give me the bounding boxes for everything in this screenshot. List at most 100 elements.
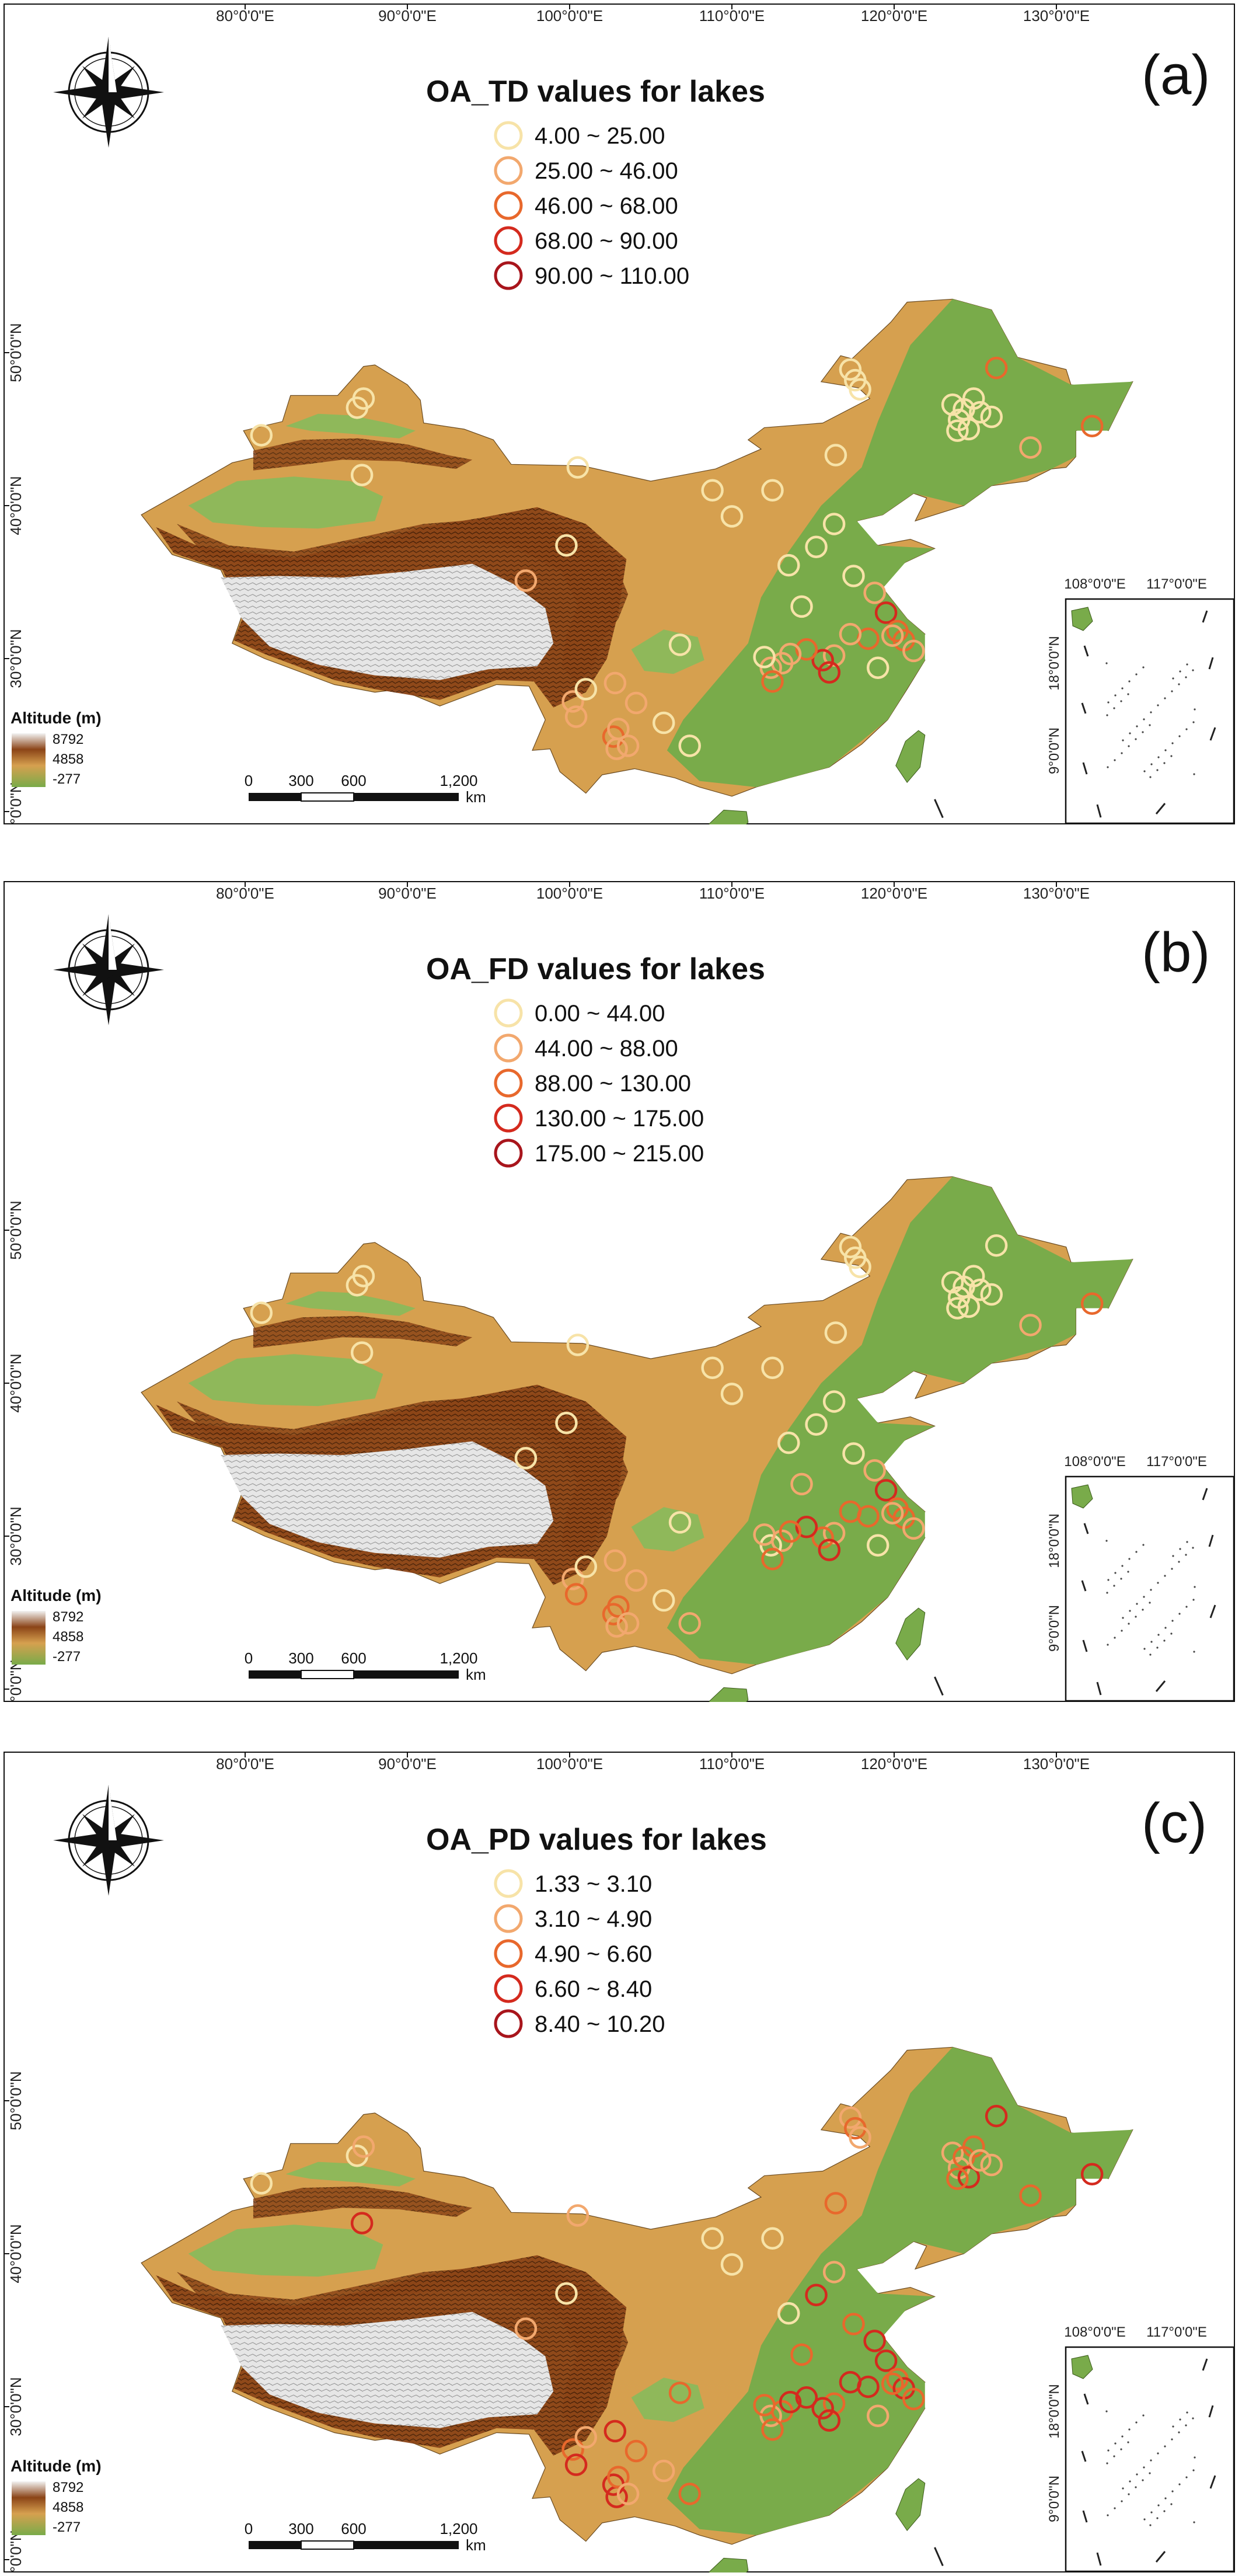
- inset-hainan: [1071, 607, 1093, 631]
- lake-marker: [779, 2390, 802, 2414]
- lake-marker: [352, 387, 375, 410]
- lake-marker: [753, 2394, 776, 2417]
- inset-island: [1143, 1596, 1145, 1598]
- inset-island: [1142, 1544, 1145, 1546]
- legend-swatch: [494, 998, 523, 1028]
- legend-class-label: 46.00 ~ 68.00: [535, 193, 678, 219]
- inset-island: [1142, 2479, 1144, 2481]
- mountain-ridge: [177, 1394, 629, 1562]
- inset-longitude-label: 108°0'0"E: [1064, 576, 1125, 592]
- inset-island: [1107, 2449, 1110, 2452]
- inset-island: [1192, 1599, 1195, 1601]
- inset-island: [1178, 2431, 1180, 2434]
- inset-island: [1114, 759, 1116, 761]
- inset-island: [1135, 2421, 1138, 2424]
- lake-marker: [946, 2167, 969, 2190]
- lake-marker: [753, 1523, 776, 1546]
- scale-tick-label: 0: [245, 2520, 253, 2537]
- lake-marker: [874, 1479, 898, 1502]
- lake-marker: [701, 1356, 724, 1380]
- inset-island: [1128, 680, 1131, 683]
- legend-swatch: [494, 1904, 523, 1933]
- longitude-label: 120°0'0"E: [861, 7, 927, 25]
- altitude-legend: Altitude (m) 8792 4858 -277: [11, 2457, 102, 2535]
- lake-marker: [824, 2192, 847, 2215]
- inset-island: [1172, 677, 1174, 680]
- china-terrain: [141, 1176, 1133, 1702]
- lake-marker: [759, 656, 782, 679]
- legend-title: OA_PD values for lakes: [426, 1823, 767, 1857]
- altitude-legend: Altitude (m) 8792 4858 -277: [11, 1586, 102, 1665]
- inset-boundary-dash: [1096, 2552, 1102, 2566]
- legend-swatch: [494, 1974, 523, 2003]
- lake-marker: [625, 2439, 648, 2463]
- inset-island: [1150, 763, 1153, 765]
- map-canvas: 80°0'0"E 90°0'0"E 100°0'0"E 110°0'0"E 120°0'…: [4, 4, 1235, 824]
- inset-island: [1163, 2510, 1166, 2512]
- inset-island: [1156, 1646, 1159, 1649]
- inset-boundary-dash: [1208, 1534, 1214, 1547]
- inset-island: [1149, 724, 1151, 726]
- lake-marker: [574, 678, 598, 701]
- lake-marker: [962, 1265, 985, 1287]
- inset-island: [1142, 2414, 1145, 2417]
- lake-marker: [790, 595, 813, 618]
- map-panel-c: 80°0'0"E 90°0'0"E 100°0'0"E 110°0'0"E 120°0'…: [4, 1752, 1235, 2572]
- inset-island: [1150, 2459, 1152, 2462]
- inset-island: [1164, 1627, 1167, 1629]
- lake-marker: [805, 2283, 828, 2306]
- lake-marker: [811, 649, 834, 671]
- inset-island: [1170, 2503, 1173, 2505]
- inset-latitude-label: 9°0'0"N: [1046, 2476, 1062, 2522]
- longitude-label: 80°0'0"E: [216, 7, 274, 25]
- inset-island: [1179, 670, 1181, 673]
- inset-island: [1107, 1644, 1109, 1646]
- lake-marker: [1080, 1292, 1104, 1315]
- lake-marker: [839, 2370, 862, 2394]
- lake-marker: [941, 1270, 964, 1294]
- sea-boundary: [934, 1676, 944, 1696]
- lake-marker: [753, 646, 776, 669]
- lake-marker: [607, 718, 630, 740]
- tibetan-plateau: [221, 1441, 554, 1558]
- latitude-label: 50°0'0"N: [7, 1200, 25, 1259]
- inset-island: [1179, 2418, 1181, 2421]
- lake-marker: [761, 1356, 784, 1380]
- lake-marker: [946, 419, 969, 442]
- longitude-label: 90°0'0"E: [378, 885, 437, 902]
- latitude-label: 20°0'0"N: [7, 1659, 25, 1702]
- inset-island: [1164, 2445, 1166, 2448]
- inset-island: [1114, 2507, 1116, 2509]
- lake-marker: [866, 1534, 889, 1557]
- inset-island: [1121, 1630, 1123, 1632]
- lake-marker: [969, 401, 992, 424]
- inset-island: [1143, 770, 1146, 772]
- inset-island: [1185, 1606, 1188, 1608]
- inset-island: [1121, 687, 1124, 690]
- inset-island: [1170, 755, 1173, 757]
- inset-island: [1185, 676, 1187, 678]
- lake-marker: [818, 2409, 841, 2432]
- latitude-label: 40°0'0"N: [7, 2224, 25, 2283]
- inset-boundary-dash: [1155, 1680, 1166, 1692]
- lake-marker: [779, 642, 802, 666]
- inset-island: [1127, 2441, 1129, 2443]
- inset-longitude-label: 108°0'0"E: [1064, 1454, 1125, 1470]
- inset-island: [1156, 2517, 1159, 2519]
- tibetan-plateau: [221, 563, 554, 680]
- lake-marker: [946, 1297, 969, 1320]
- lake-marker: [849, 1255, 871, 1279]
- value-legend: OA_TD values for lakes 4.00 ~ 25.00 25.00 …: [426, 75, 765, 290]
- inset-island: [1121, 2435, 1124, 2438]
- lake-marker: [842, 2313, 865, 2335]
- legend-class-label: 3.10 ~ 4.90: [535, 1906, 652, 1932]
- legend-class-label: 6.60 ~ 8.40: [535, 1976, 652, 2002]
- lake-marker: [250, 424, 273, 447]
- lake-marker: [790, 1473, 813, 1496]
- longitude-label: 130°0'0"E: [1023, 7, 1090, 25]
- lake-marker: [603, 671, 627, 695]
- legend-class-label: 44.00 ~ 88.00: [535, 1036, 678, 1061]
- inset-island: [1113, 2455, 1115, 2457]
- inset-island: [1179, 1548, 1181, 1550]
